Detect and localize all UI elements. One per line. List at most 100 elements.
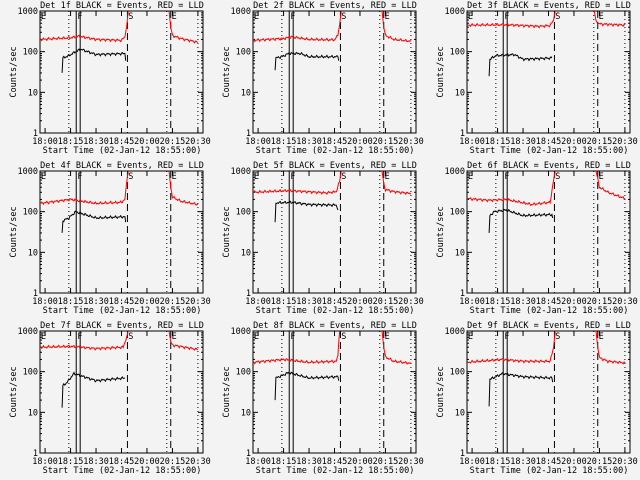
lld-series-line bbox=[467, 331, 556, 364]
panel-title: Det 7f BLACK = Events, RED = LLD bbox=[40, 321, 204, 331]
x-axis-label: Start Time (02-Jan-12 18:55:00) bbox=[256, 146, 415, 156]
x-tick-label: 20:00 bbox=[561, 137, 587, 147]
x-tick-label: 18:15 bbox=[485, 297, 511, 307]
x-axis-label: Start Time (02-Jan-12 18:55:00) bbox=[470, 306, 629, 316]
marker-letter: F bbox=[504, 172, 509, 182]
y-tick-label: 1 bbox=[246, 449, 251, 459]
y-tick-label: 100 bbox=[236, 368, 251, 378]
x-tick-label: 20:15 bbox=[587, 457, 613, 467]
lld-series-line bbox=[381, 171, 412, 196]
plot-frame bbox=[252, 330, 417, 454]
y-tick-label: 10 bbox=[28, 88, 38, 98]
marker-letter: E bbox=[41, 12, 46, 22]
y-tick-label: 10 bbox=[28, 248, 38, 258]
y-tick-label: 100 bbox=[23, 208, 38, 218]
marker-letter: E bbox=[599, 12, 604, 22]
marker-letter: E bbox=[172, 12, 177, 22]
x-tick-label: 18:45 bbox=[109, 457, 135, 467]
x-tick-label: 20:30 bbox=[185, 137, 211, 147]
x-tick-label: 18:30 bbox=[296, 297, 322, 307]
x-tick-label: 18:45 bbox=[109, 297, 135, 307]
lld-series-line bbox=[40, 171, 129, 206]
plot-frame bbox=[252, 170, 417, 294]
y-tick-label: 1000 bbox=[231, 327, 251, 337]
x-tick-label: 18:30 bbox=[510, 297, 536, 307]
events-series-line bbox=[274, 200, 339, 223]
x-tick-label: 18:45 bbox=[536, 137, 562, 147]
x-tick-label: 18:45 bbox=[536, 297, 562, 307]
marker-letter: S bbox=[128, 172, 133, 182]
y-tick-label: 100 bbox=[236, 48, 251, 58]
marker-letter: F bbox=[290, 332, 295, 342]
y-tick-label: 1000 bbox=[445, 327, 465, 337]
y-tick-label: 100 bbox=[450, 368, 465, 378]
x-tick-label: 18:00 bbox=[32, 297, 58, 307]
x-tick-label: 20:15 bbox=[373, 137, 399, 147]
plot-frame bbox=[466, 10, 631, 134]
y-tick-label: 1 bbox=[460, 129, 465, 139]
x-tick-label: 18:00 bbox=[459, 137, 485, 147]
x-tick-label: 18:45 bbox=[536, 457, 562, 467]
marker-letter: E bbox=[385, 332, 390, 342]
lld-series-line bbox=[253, 11, 342, 43]
lld-series-line bbox=[168, 331, 199, 351]
lld-series-line bbox=[595, 331, 626, 365]
y-tick-label: 100 bbox=[450, 48, 465, 58]
x-tick-label: 20:00 bbox=[347, 137, 373, 147]
y-axis-label: Counts/sec bbox=[436, 46, 446, 97]
events-series-line bbox=[61, 371, 126, 408]
x-tick-label: 18:15 bbox=[58, 457, 84, 467]
marker-letter: E bbox=[172, 332, 177, 342]
y-tick-label: 10 bbox=[455, 88, 465, 98]
lld-series-line bbox=[253, 331, 341, 365]
marker-letter: E bbox=[172, 172, 177, 182]
x-tick-label: 18:00 bbox=[459, 297, 485, 307]
y-tick-label: 1 bbox=[246, 129, 251, 139]
y-tick-label: 1000 bbox=[18, 167, 38, 177]
panel-title: Det 2f BLACK = Events, RED = LLD bbox=[253, 1, 417, 11]
x-tick-label: 18:30 bbox=[83, 297, 109, 307]
y-tick-label: 100 bbox=[23, 48, 38, 58]
x-tick-label: 20:00 bbox=[134, 457, 160, 467]
x-tick-label: 18:15 bbox=[58, 297, 84, 307]
y-axis-label: Counts/sec bbox=[222, 46, 232, 97]
y-tick-label: 100 bbox=[450, 208, 465, 218]
y-axis-label: Counts/sec bbox=[9, 366, 19, 417]
x-tick-label: 18:30 bbox=[296, 137, 322, 147]
x-tick-label: 20:00 bbox=[561, 297, 587, 307]
y-tick-label: 1000 bbox=[445, 167, 465, 177]
x-tick-label: 20:30 bbox=[185, 457, 211, 467]
plot-frame bbox=[466, 330, 631, 454]
marker-letter: F bbox=[290, 12, 295, 22]
x-axis-label: Start Time (02-Jan-12 18:55:00) bbox=[256, 466, 415, 476]
events-series-line bbox=[274, 51, 340, 71]
marker-letter: E bbox=[468, 12, 473, 22]
lld-series-line bbox=[467, 171, 556, 207]
marker-letter: F bbox=[504, 332, 509, 342]
x-tick-label: 20:15 bbox=[373, 297, 399, 307]
x-tick-label: 20:30 bbox=[398, 137, 424, 147]
panel-title: Det 9f BLACK = Events, RED = LLD bbox=[467, 321, 631, 331]
lld-series-line bbox=[253, 171, 342, 196]
panel-title: Det 1f BLACK = Events, RED = LLD bbox=[40, 1, 204, 11]
x-tick-label: 18:15 bbox=[485, 457, 511, 467]
marker-letter: E bbox=[599, 332, 604, 342]
marker-letter: E bbox=[254, 12, 259, 22]
events-series-line bbox=[488, 371, 554, 407]
plot-frame bbox=[252, 10, 417, 134]
x-tick-label: 18:00 bbox=[459, 457, 485, 467]
marker-letter: S bbox=[341, 172, 346, 182]
marker-letter: E bbox=[385, 172, 390, 182]
panel-title: Det 6f BLACK = Events, RED = LLD bbox=[467, 161, 631, 171]
x-tick-label: 18:00 bbox=[32, 137, 58, 147]
marker-letter: S bbox=[341, 12, 346, 22]
marker-letter: E bbox=[254, 332, 259, 342]
x-tick-label: 18:15 bbox=[58, 137, 84, 147]
x-tick-label: 20:00 bbox=[134, 137, 160, 147]
marker-letter: F bbox=[77, 12, 82, 22]
